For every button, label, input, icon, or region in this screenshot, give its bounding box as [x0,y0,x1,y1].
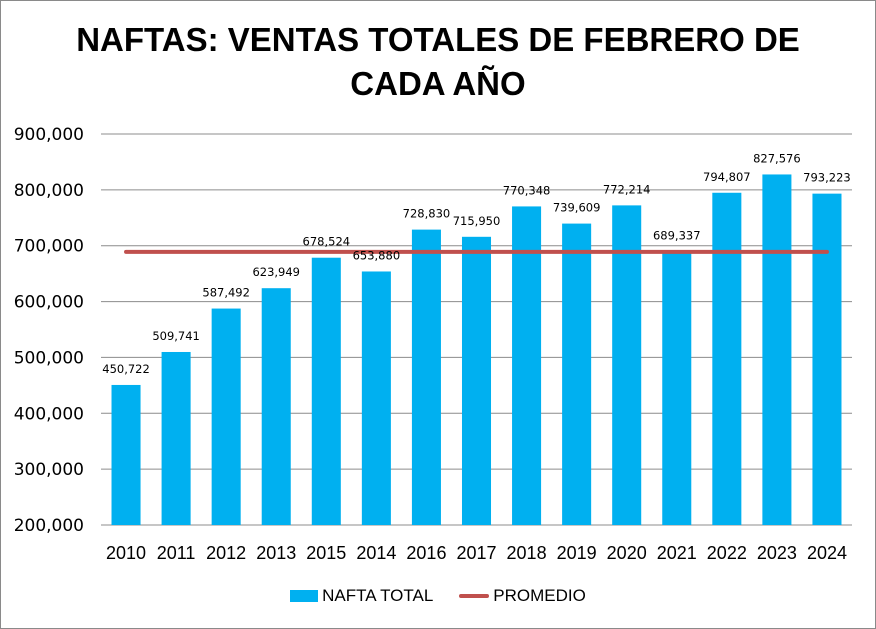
x-tick-label: 2018 [507,543,547,563]
x-tick-label: 2023 [757,543,797,563]
bar [411,229,441,526]
data-label: 739,609 [553,201,601,215]
bar [161,351,191,525]
bar [311,257,341,525]
data-label: 794,807 [703,170,751,184]
data-label: 715,950 [453,214,501,228]
legend-label: NAFTA TOTAL [322,586,434,605]
data-label: 450,722 [102,362,150,376]
chart-title-line-2: CADA AÑO [350,65,526,102]
y-tick-label: 800,000 [14,181,84,201]
y-tick-label: 300,000 [14,460,84,480]
chart-title: NAFTAS: VENTAS TOTALES DE FEBRERO DE CAD… [0,18,876,106]
data-label: 653,880 [353,248,401,262]
y-axis: 200,000 300,000 400,000 500,000 600,000 700,0… [14,125,84,536]
legend-label: PROMEDIO [493,586,586,605]
bar [612,205,642,525]
data-label: 770,348 [503,183,551,197]
y-tick-label: 500,000 [14,348,84,368]
x-tick-label: 2011 [157,543,196,563]
data-label: 827,576 [753,151,801,165]
bar [111,384,141,525]
data-label: 728,830 [403,207,451,221]
bar-series [111,174,842,526]
legend-item-promedio[interactable]: PROMEDIO [459,586,586,606]
chart-title-line-1: NAFTAS: VENTAS TOTALES DE FEBRERO DE [76,21,800,58]
legend-item-nafta-total[interactable]: NAFTA TOTAL [290,586,433,606]
x-axis: 2010 2011 2012 2013 2015 2014 2016 2017 2018 2019… [106,543,847,563]
data-label: 772,214 [603,182,651,196]
legend-swatch-bar [290,590,319,602]
y-tick-label: 600,000 [14,293,84,313]
x-tick-label: 2022 [707,543,747,563]
data-label: 793,223 [803,171,851,185]
data-label: 587,492 [202,286,250,300]
x-tick-label: 2013 [256,543,296,563]
bar [662,251,692,525]
bar [361,271,391,525]
x-tick-label: 2020 [607,543,647,563]
x-tick-label: 2017 [456,543,496,563]
bar [712,192,742,525]
data-label: 509,741 [152,329,200,343]
x-tick-label: 2014 [356,543,396,563]
bar [261,288,291,525]
legend: NAFTA TOTAL PROMEDIO [0,586,876,606]
y-tick-label: 400,000 [14,404,84,424]
x-tick-label: 2016 [406,543,446,563]
data-label: 623,949 [252,265,300,279]
bar [562,223,592,525]
bar [512,206,542,525]
y-tick-label: 700,000 [14,237,84,257]
y-tick-label: 200,000 [14,516,84,536]
bar [211,308,241,525]
data-label: 689,337 [653,229,701,243]
bar [812,193,842,525]
x-tick-label: 2010 [106,543,146,563]
bar [762,174,792,525]
x-tick-label: 2024 [807,543,847,563]
x-tick-label: 2015 [306,543,346,563]
x-tick-label: 2012 [206,543,246,563]
bar [461,236,492,526]
x-tick-label: 2021 [657,543,697,563]
y-tick-label: 900,000 [14,125,84,145]
data-label: 678,524 [303,235,351,249]
x-tick-label: 2019 [557,543,597,563]
legend-swatch-line [459,594,490,598]
